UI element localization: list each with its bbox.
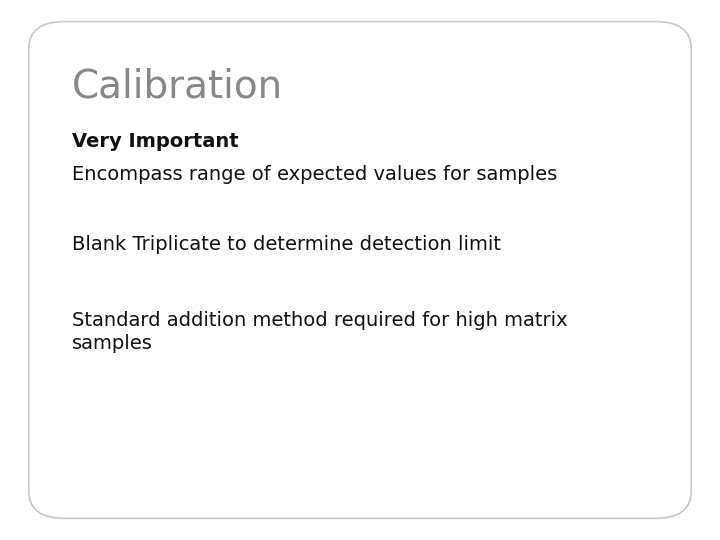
Text: Blank Triplicate to determine detection limit: Blank Triplicate to determine detection …	[72, 235, 501, 254]
Text: Encompass range of expected values for samples: Encompass range of expected values for s…	[72, 165, 557, 184]
FancyBboxPatch shape	[29, 22, 691, 518]
Text: Very Important: Very Important	[72, 132, 238, 151]
Text: Standard addition method required for high matrix
samples: Standard addition method required for hi…	[72, 310, 567, 353]
Text: Calibration: Calibration	[72, 68, 283, 105]
